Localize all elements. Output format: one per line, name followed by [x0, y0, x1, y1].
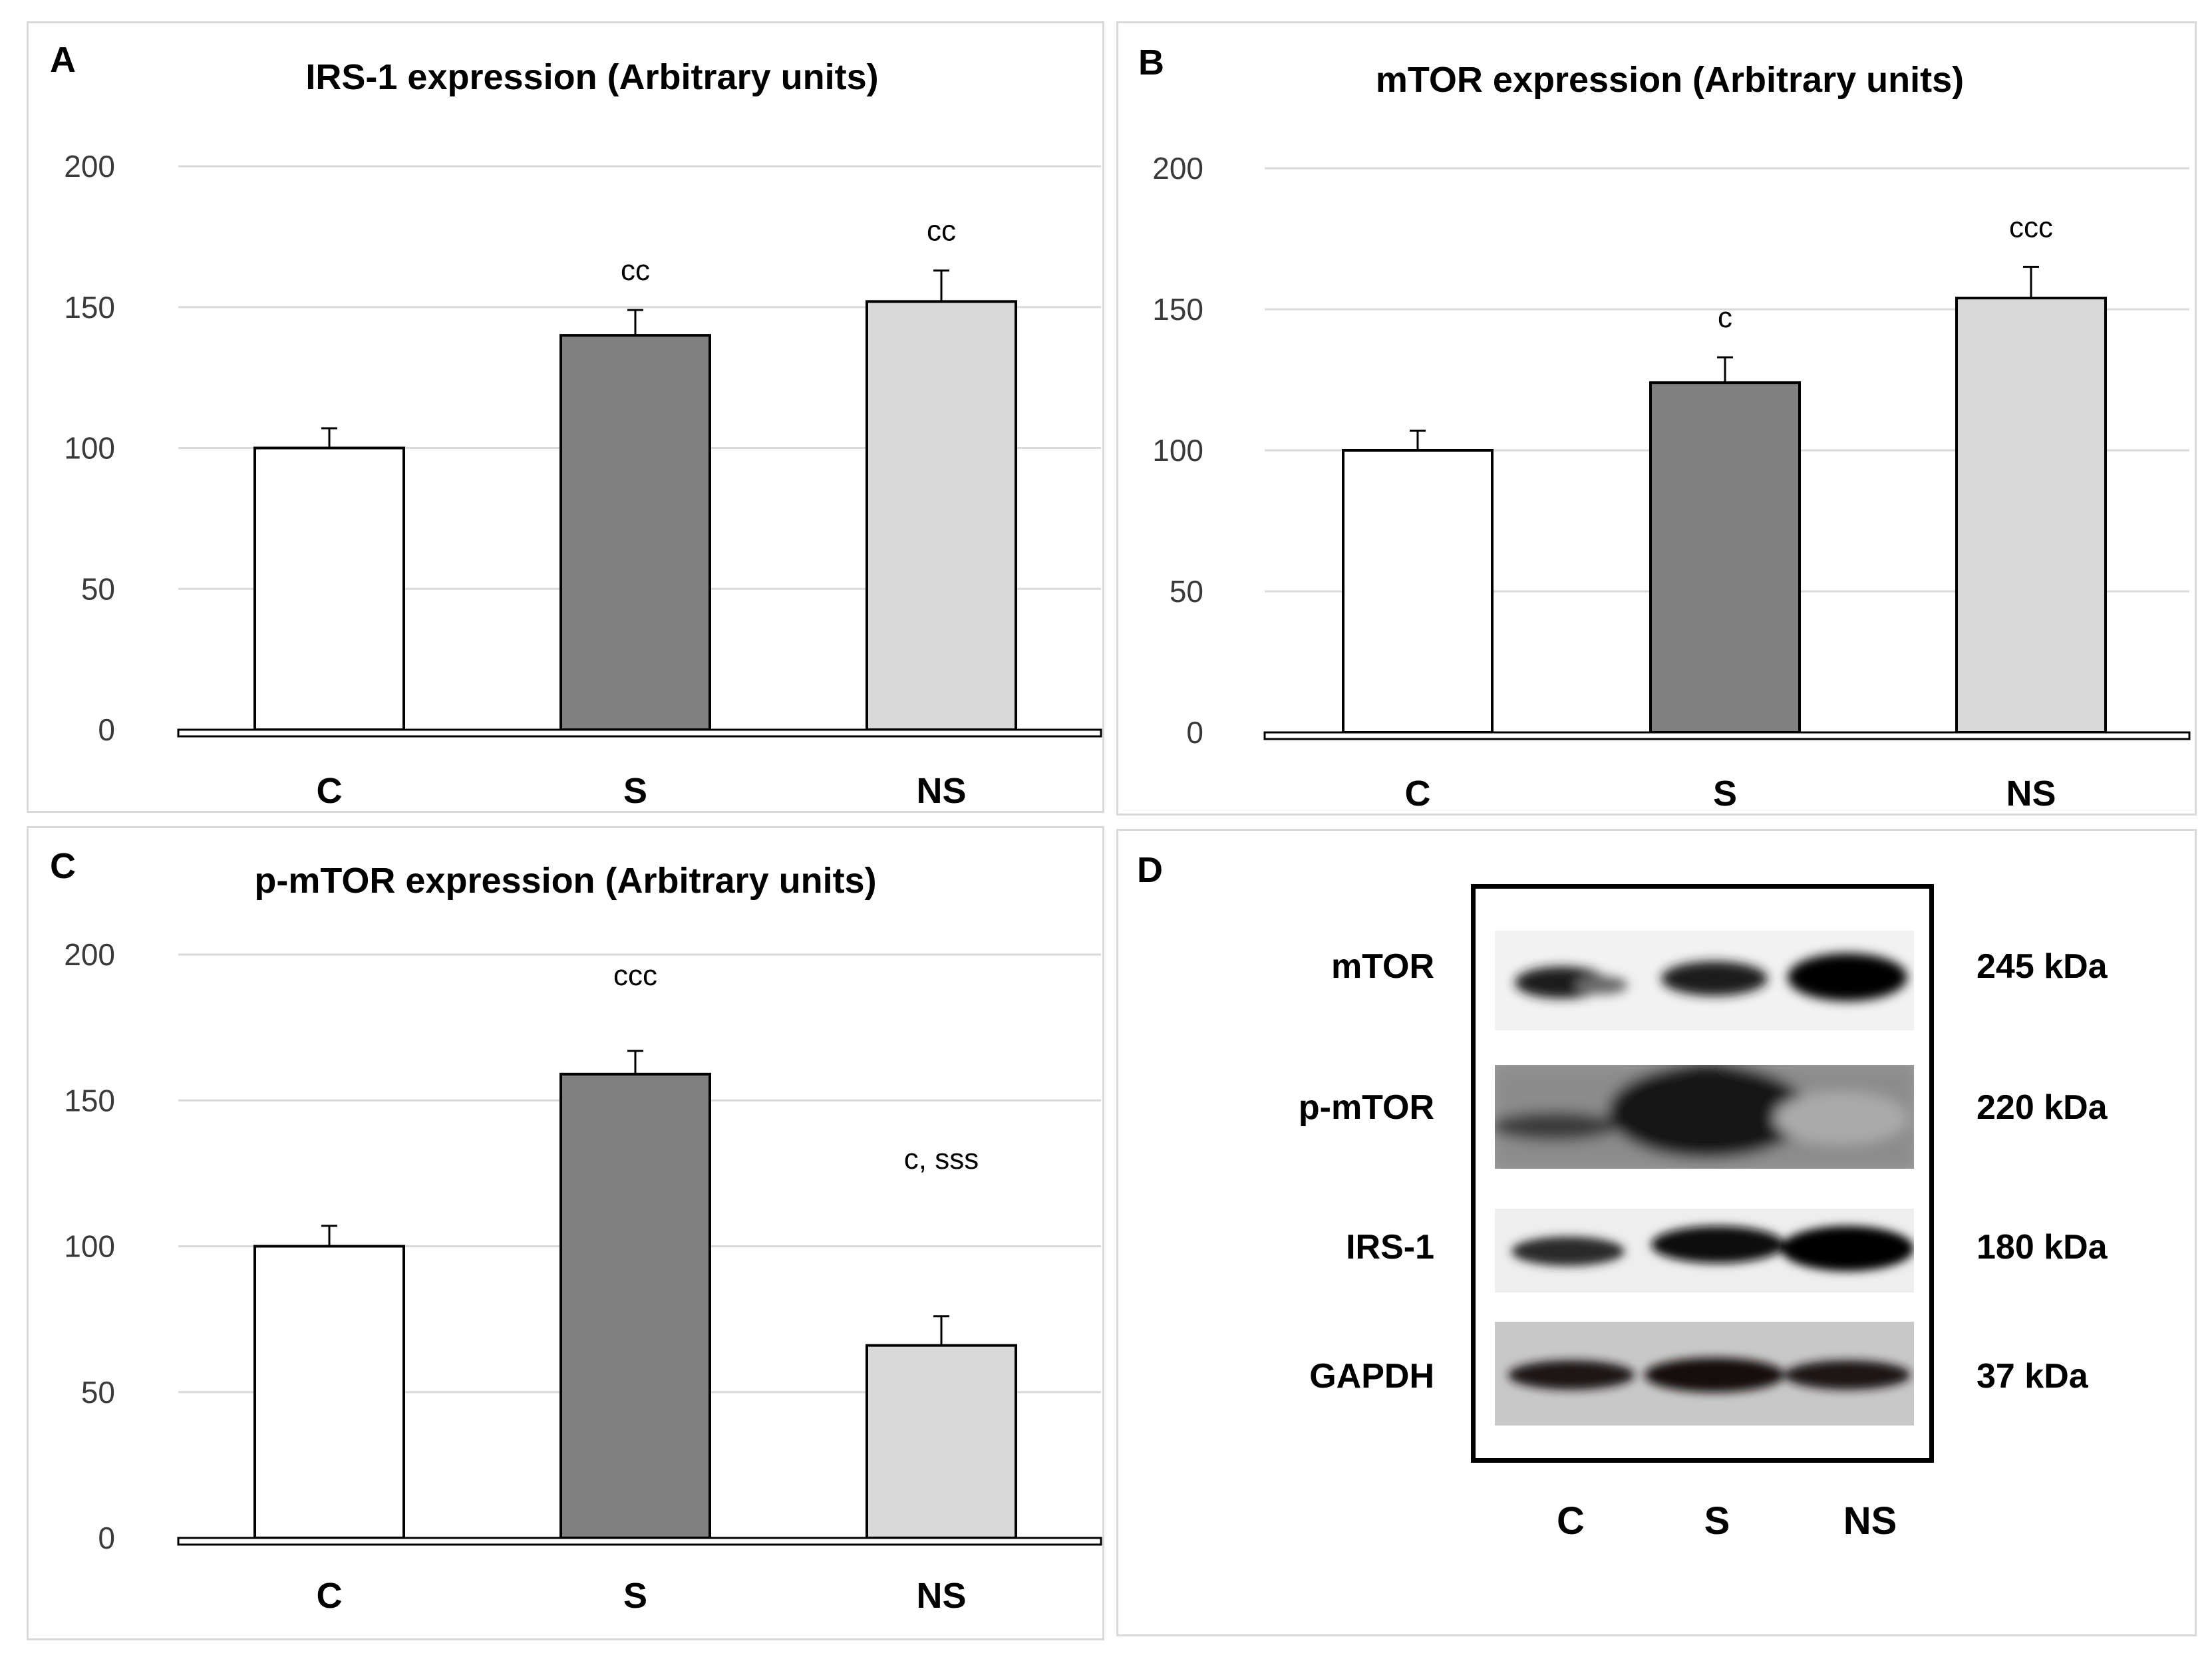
band-gapdh-c	[1508, 1360, 1635, 1390]
y-tick-label: 150	[1152, 292, 1203, 327]
panel-letter: C	[50, 846, 76, 886]
bar-c	[1342, 449, 1494, 734]
y-tick-label: 50	[1170, 574, 1203, 609]
blot-strip-mtor	[1495, 931, 1914, 1030]
panel-c: C p-mTOR expression (Arbitrary units) 0 5…	[27, 826, 1104, 1640]
x-axis-baseline	[177, 728, 1102, 738]
blot-lane-ns: NS	[1843, 1499, 1897, 1543]
significance-label: c	[1718, 301, 1732, 334]
bar-ns	[1955, 297, 2107, 734]
blot-lane-s: S	[1704, 1499, 1730, 1543]
bar-ns	[866, 300, 1017, 731]
blot-strip-pmtor	[1495, 1065, 1914, 1169]
x-tick-label: NS	[2006, 774, 2056, 814]
x-tick-label: C	[317, 771, 343, 811]
y-tick-label: 0	[1186, 715, 1203, 750]
y-tick-label: 200	[1152, 151, 1203, 186]
significance-label: ccc	[613, 959, 657, 992]
chart-title: p-mTOR expression (Arbitrary units)	[254, 861, 877, 901]
y-tick-label: 100	[1152, 433, 1203, 468]
blot-size-irs1: 180 kDa	[1976, 1228, 2108, 1267]
blot-frame	[1471, 884, 1934, 1463]
y-tick-label: 100	[64, 1229, 115, 1264]
band-mtor-s	[1661, 961, 1768, 996]
y-tick-label: 150	[64, 1083, 115, 1118]
chart-title: IRS-1 expression (Arbitrary units)	[305, 57, 879, 97]
panel-letter: B	[1138, 43, 1164, 82]
y-tick-label: 200	[64, 937, 115, 972]
y-tick-label: 150	[64, 290, 115, 325]
band-irs1-c	[1511, 1237, 1625, 1266]
x-tick-label: C	[1405, 774, 1431, 814]
band-pmtor-s	[1608, 1065, 1808, 1158]
blot-size-pmtor: 220 kDa	[1976, 1088, 2108, 1127]
panel-d: D mTOR p-mTOR IRS-1 GAPDH 245 kDa 220 kD…	[1116, 829, 2197, 1636]
significance-label: cc	[621, 254, 650, 287]
significance-label: cc	[927, 215, 956, 247]
x-tick-label: NS	[916, 1576, 966, 1616]
y-tick-label: 200	[64, 149, 115, 184]
bar-c	[253, 1245, 405, 1539]
chart-title: mTOR expression (Arbitrary units)	[1375, 60, 1965, 100]
x-tick-label: C	[317, 1576, 343, 1616]
x-axis-baseline	[177, 1537, 1102, 1546]
blot-strip-irs1	[1495, 1209, 1914, 1292]
significance-label: ccc	[2009, 211, 2053, 243]
bar-ns	[866, 1344, 1017, 1540]
bar-c	[253, 446, 405, 731]
y-tick-label: 50	[81, 571, 115, 606]
bar-s	[1649, 381, 1801, 734]
bar-chart-irs1: 0 50 100 150 200 Ccc Scc NS	[64, 149, 1102, 811]
bar-s	[559, 1072, 711, 1540]
band-pmtor-c	[1495, 1112, 1618, 1141]
y-tick-label: 0	[98, 712, 115, 747]
panel-letter: A	[50, 40, 76, 80]
band-gapdh-ns	[1784, 1360, 1911, 1390]
blot-strip-gapdh	[1495, 1322, 1914, 1426]
band-irs1-ns	[1781, 1226, 1914, 1271]
blot-lane-c: C	[1557, 1499, 1585, 1543]
bar-s	[559, 334, 711, 732]
significance-label: c, sss	[904, 1143, 979, 1175]
x-axis-baseline	[1263, 731, 2191, 740]
x-tick-label: S	[1713, 774, 1737, 814]
band-gapdh-s	[1645, 1358, 1784, 1392]
y-tick-label: 0	[98, 1521, 115, 1555]
band-mtor-ns	[1788, 953, 1907, 1001]
band-pmtor-ns	[1774, 1092, 1907, 1145]
blot-label-pmtor: p-mTOR	[1298, 1088, 1434, 1127]
panel-a: A IRS-1 expression (Arbitrary units) 0 50…	[27, 21, 1104, 813]
blot-label-mtor: mTOR	[1331, 947, 1434, 986]
band-irs1-s	[1651, 1226, 1784, 1263]
x-tick-label: S	[623, 1576, 647, 1616]
panel-letter: D	[1137, 850, 1163, 890]
blot-label-irs1: IRS-1	[1346, 1228, 1434, 1267]
x-tick-label: S	[623, 771, 647, 811]
panel-b: B mTOR expression (Arbitrary units) 0 50 1…	[1116, 21, 2197, 816]
blot-size-mtor: 245 kDa	[1976, 947, 2108, 986]
blot-size-gapdh: 37 kDa	[1976, 1357, 2088, 1396]
y-tick-label: 100	[64, 431, 115, 466]
y-tick-label: 50	[81, 1375, 115, 1410]
x-tick-label: NS	[916, 771, 966, 811]
blot-label-gapdh: GAPDH	[1309, 1357, 1434, 1396]
